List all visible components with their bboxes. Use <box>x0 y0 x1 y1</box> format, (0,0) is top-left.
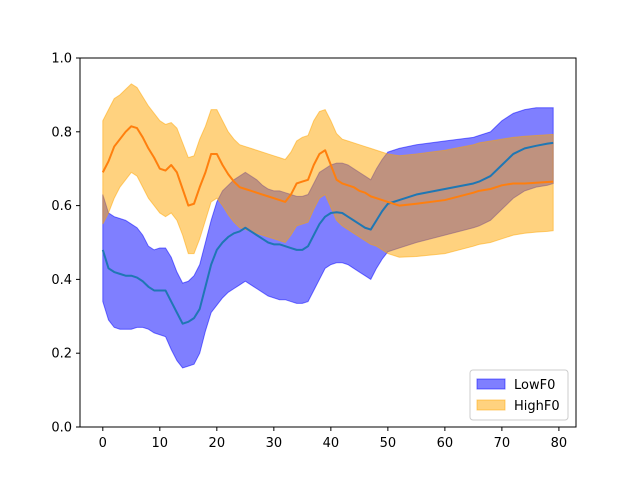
y-axis: 0.0 0.2 0.4 0.6 0.8 1.0 <box>51 52 80 436</box>
x-axis: 0 10 20 30 40 50 60 70 80 <box>99 427 568 451</box>
y-tick-label: 0.4 <box>51 273 72 288</box>
mean-line-highf0 <box>101 125 554 207</box>
line-layer <box>101 125 554 325</box>
legend-swatch-lowf0 <box>476 378 506 390</box>
legend-swatch-highf0 <box>476 399 506 411</box>
x-tick-label: 80 <box>551 436 568 451</box>
plot-frame <box>79 57 577 428</box>
x-tick-label: 30 <box>266 436 283 451</box>
y-tick-label: 0.8 <box>51 125 72 140</box>
y-tick-label: 1.0 <box>51 52 72 67</box>
band-layer <box>102 83 554 369</box>
legend-label-lowf0: LowF0 <box>514 378 555 393</box>
y-tick-label: 0.0 <box>51 421 72 436</box>
y-tick-label: 0.6 <box>51 199 72 214</box>
y-tick-label: 0.2 <box>51 347 72 362</box>
x-tick-label: 50 <box>380 436 397 451</box>
x-tick-label: 60 <box>437 436 454 451</box>
mean-line-lowf0 <box>101 141 554 325</box>
x-tick-label: 10 <box>152 436 169 451</box>
x-tick-label: 0 <box>99 436 107 451</box>
confidence-band-highf0 <box>102 83 554 258</box>
x-tick-label: 40 <box>323 436 340 451</box>
legend-label-highf0: HighF0 <box>514 399 560 414</box>
x-tick-label: 70 <box>494 436 511 451</box>
x-tick-label: 20 <box>209 436 226 451</box>
legend: LowF0 HighF0 <box>469 369 569 421</box>
